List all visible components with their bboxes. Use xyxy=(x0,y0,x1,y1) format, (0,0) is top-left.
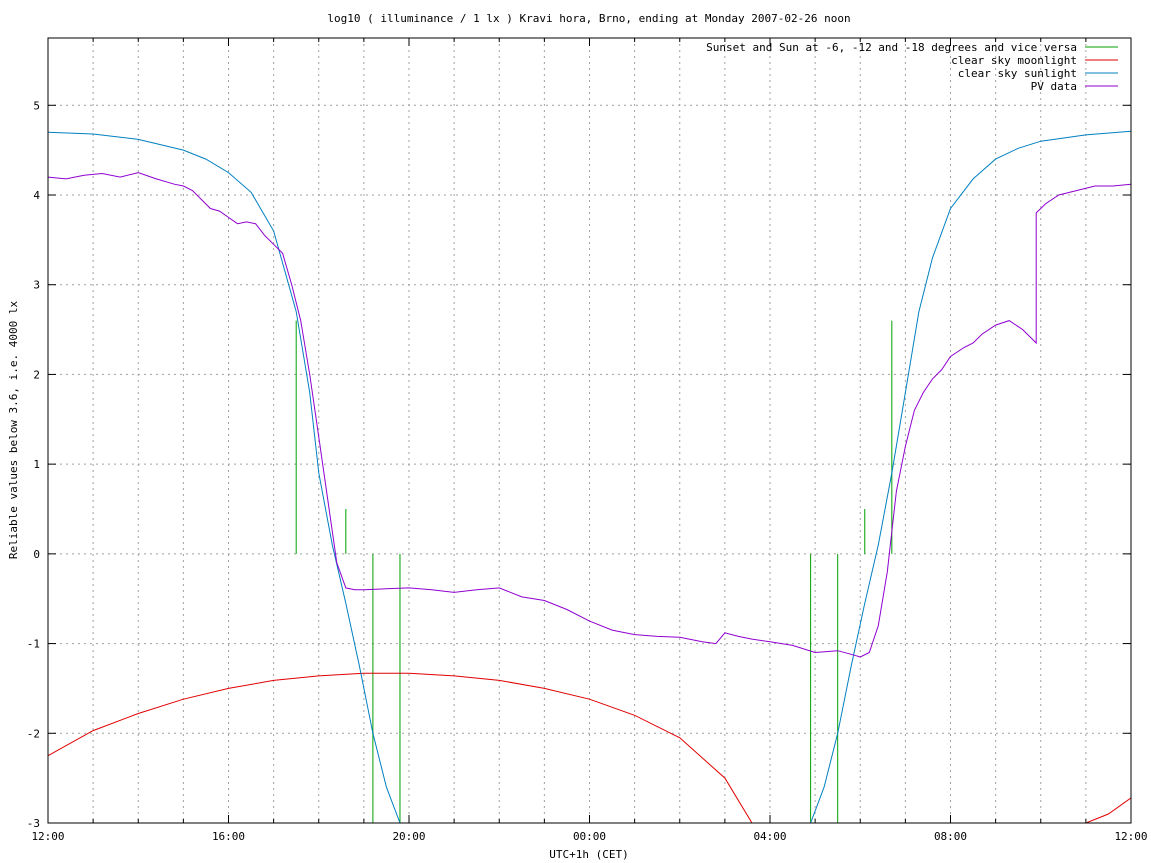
y-tick-label: 0 xyxy=(33,548,40,561)
y-tick-label: 1 xyxy=(33,458,40,471)
grid-lines xyxy=(48,38,1131,823)
legend-label: clear sky sunlight xyxy=(958,67,1077,80)
y-tick-label: 4 xyxy=(33,189,40,202)
x-tick-label: 12:00 xyxy=(1114,830,1147,843)
x-tick-label: 16:00 xyxy=(212,830,245,843)
y-tick-label: -2 xyxy=(27,727,40,740)
y-tick-label: 3 xyxy=(33,279,40,292)
legend-label: clear sky moonlight xyxy=(951,54,1077,67)
x-tick-label: 00:00 xyxy=(573,830,606,843)
legend: Sunset and Sun at -6, -12 and -18 degree… xyxy=(706,41,1118,93)
x-tick-label: 08:00 xyxy=(934,830,967,843)
y-tick-label: 5 xyxy=(33,99,40,112)
legend-label: PV data xyxy=(1031,80,1077,93)
y-tick-label: -3 xyxy=(27,817,40,830)
x-tick-label: 12:00 xyxy=(31,830,64,843)
series-clear-sky-sunlight-line xyxy=(48,130,1131,823)
x-axis-label: UTC+1h (CET) xyxy=(549,848,628,861)
legend-label: Sunset and Sun at -6, -12 and -18 degree… xyxy=(706,41,1077,54)
series-clear-sky-moonlight-line xyxy=(48,672,1131,823)
x-tick-label: 20:00 xyxy=(392,830,425,843)
series-layer xyxy=(48,130,1131,823)
axis-ticks: 12:00 16:00 20:00 00:00 04:00 08:00 12:00-3-2-… xyxy=(27,38,1148,843)
x-tick-label: 04:00 xyxy=(753,830,786,843)
y-axis-label: Reliable values below 3.6, i.e. 4000 lx xyxy=(7,300,20,559)
series-pv-data-line xyxy=(48,172,1131,658)
chart-title: log10 ( illuminance / 1 lx ) Kravi hora,… xyxy=(327,12,850,25)
y-tick-label: -1 xyxy=(27,638,40,651)
y-tick-label: 2 xyxy=(33,368,40,381)
